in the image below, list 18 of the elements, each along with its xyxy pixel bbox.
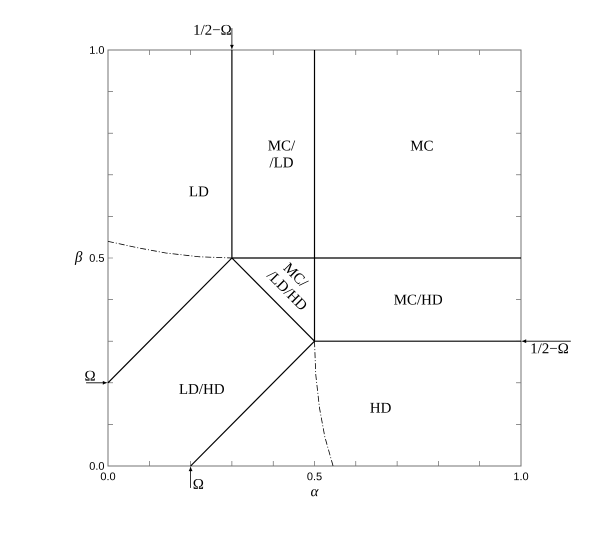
annotation: Ω (85, 370, 95, 381)
annotation: MC (410, 140, 433, 151)
y-tick-label: 0.5 (90, 254, 104, 262)
y-tick-label: 1.0 (90, 46, 104, 54)
annotation: LD/HD (179, 384, 224, 394)
x-tick-label: 1.0 (514, 472, 528, 480)
annotation: Ω (194, 478, 204, 489)
y-axis-title: β (74, 251, 82, 265)
annotation: 1/2−Ω (531, 343, 568, 354)
x-tick-label: 0.0 (100, 472, 116, 480)
x-tick-label: 0.5 (307, 472, 322, 480)
annotation: 1/2−Ω (194, 24, 231, 35)
annotation: MC/HD (394, 294, 442, 305)
y-tick-label: 0.0 (90, 462, 104, 470)
annotation: MC/ /LD (268, 140, 296, 168)
x-axis-title: α (311, 489, 319, 496)
annotation: HD (370, 402, 391, 413)
annotation: LD (189, 186, 208, 196)
